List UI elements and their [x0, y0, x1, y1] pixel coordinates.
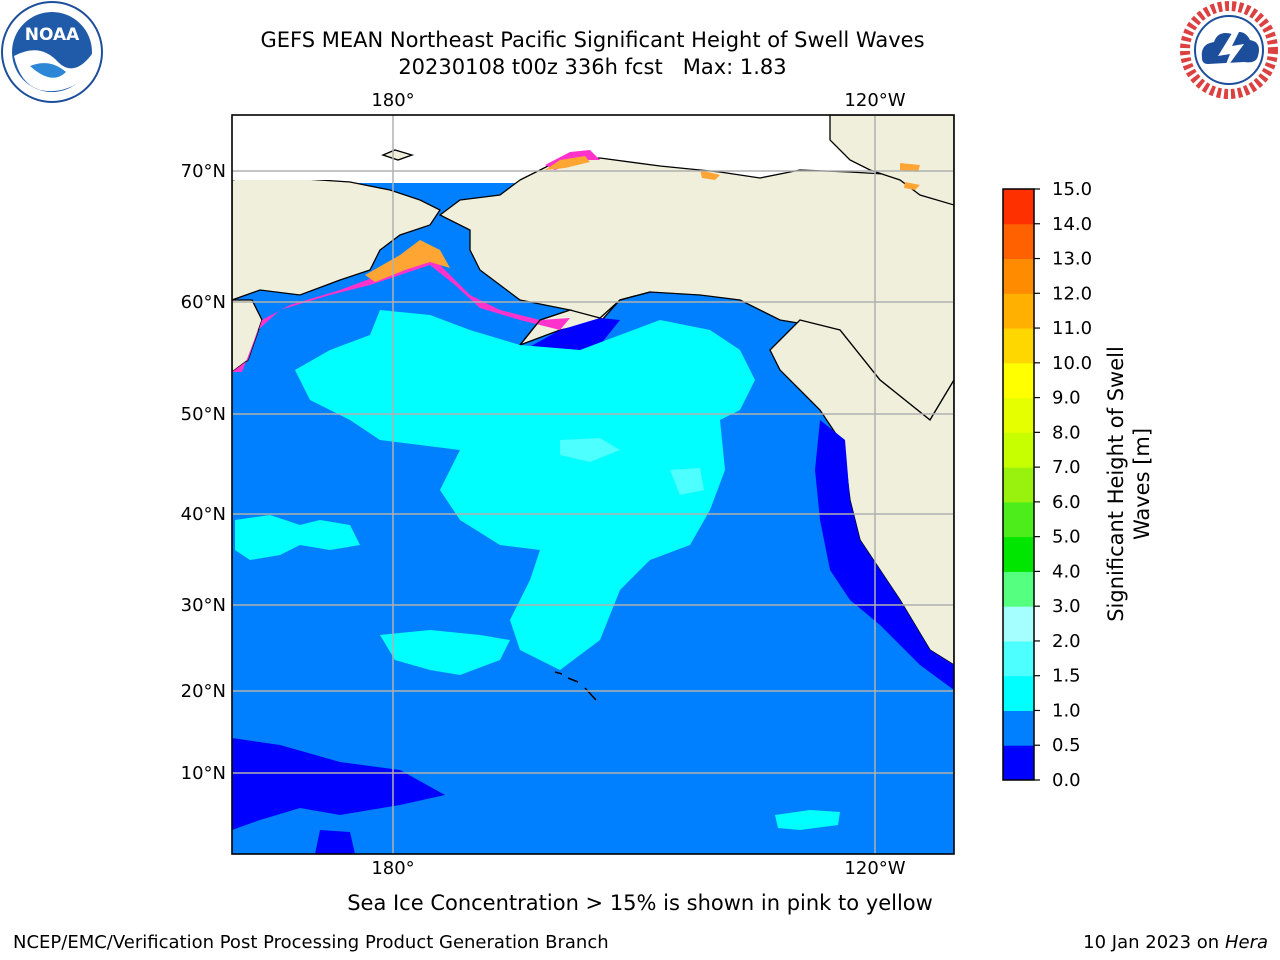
sea-ice-canada	[900, 163, 920, 190]
mid-swell-south-patch	[380, 630, 510, 675]
mid-swell-north	[295, 310, 755, 670]
lon-label-bottom-180: 180°	[371, 858, 414, 879]
high-swell-streak-2	[670, 468, 704, 495]
mid-swell-west-patch	[235, 515, 360, 560]
sea-ice-orange-bering	[365, 240, 450, 282]
low-swell-tropical-west	[232, 738, 445, 830]
footer-credit: NCEP/EMC/Verification Post Processing Pr…	[13, 932, 609, 953]
lat-label-10n: 10°N	[181, 763, 226, 784]
footer-date: 10 Jan 2023 on Hera	[1083, 932, 1268, 953]
sea-ice-beaufort	[700, 170, 720, 180]
svg-text:NOAA: NOAA	[25, 25, 80, 45]
high-swell-streak	[560, 438, 620, 462]
footer-host: Hera	[1224, 932, 1268, 953]
footer-date-text: 10 Jan 2023 on	[1083, 932, 1225, 953]
lat-label-60n: 60°N	[181, 292, 226, 313]
map-gridlines	[232, 115, 954, 854]
lon-label-top-180: 180°	[371, 90, 414, 111]
sea-ice-arctic-orange	[545, 156, 590, 170]
lon-label-top-120w: 120°W	[844, 90, 905, 111]
nws-logo	[1180, 1, 1278, 99]
land-alaska	[438, 157, 954, 421]
sea-ice-note: Sea Ice Concentration > 15% is shown in …	[347, 891, 933, 915]
lat-label-70n: 70°N	[181, 161, 226, 182]
land-canada-north	[829, 115, 954, 206]
noaa-logo: NOAA	[1, 1, 103, 103]
lon-label-bottom-120w: 120°W	[844, 858, 905, 879]
mid-swell-east-patch	[775, 810, 840, 830]
chart-subtitle: 20230108 t00z 336h fcst Max: 1.83	[398, 55, 787, 79]
low-swell-corner	[315, 830, 355, 854]
map-frame	[231, 114, 955, 855]
lat-label-40n: 40°N	[181, 504, 226, 525]
lat-label-50n: 50°N	[181, 404, 226, 425]
lat-label-30n: 30°N	[181, 595, 226, 616]
lat-label-20n: 20°N	[181, 681, 226, 702]
low-swell-coast	[815, 420, 954, 690]
chart-title: GEFS MEAN Northeast Pacific Significant …	[260, 28, 925, 52]
